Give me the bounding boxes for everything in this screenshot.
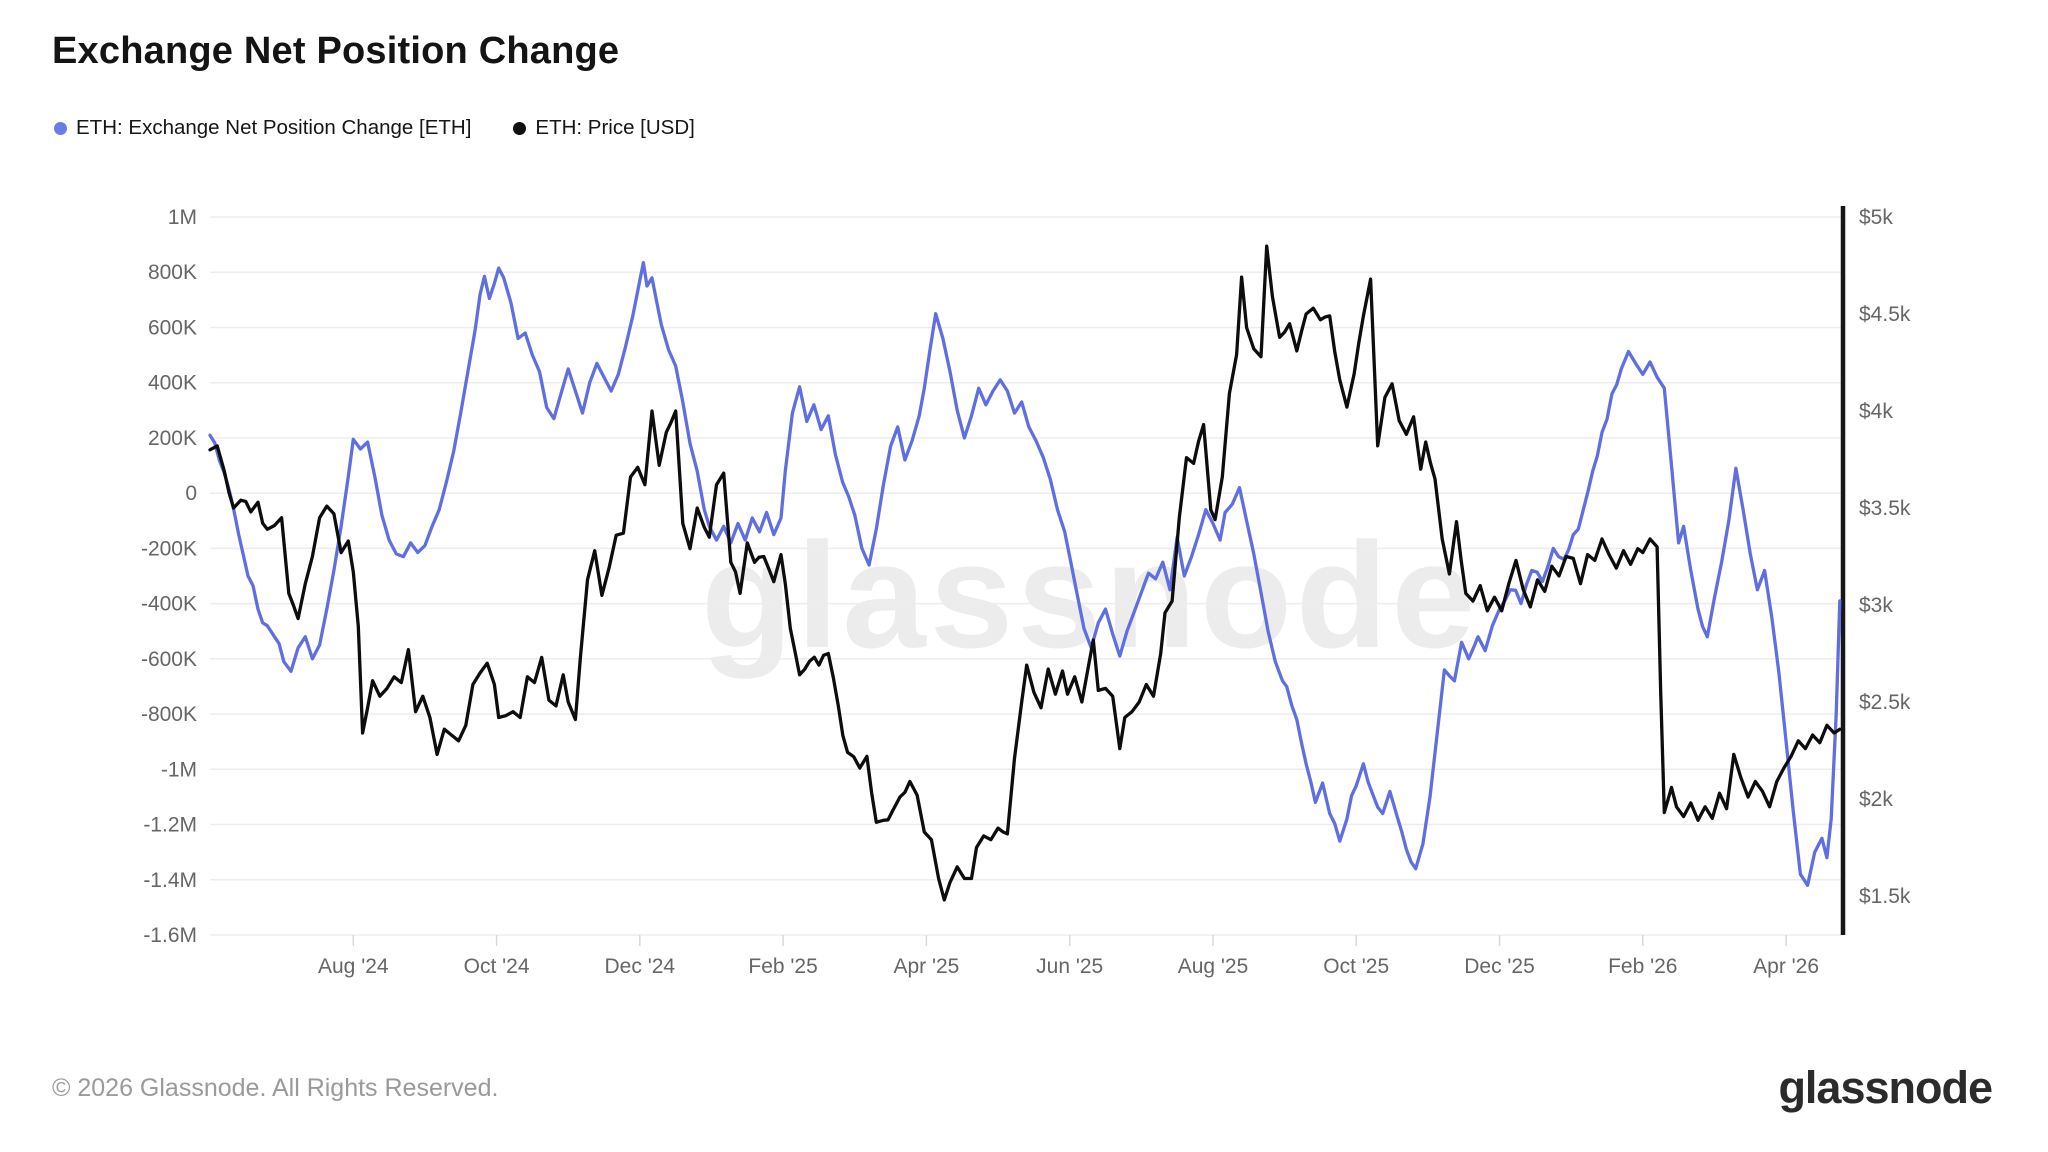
legend-item-price[interactable]: ETH: Price [USD] [513, 116, 695, 140]
y-left-tick-label: 400K [148, 372, 197, 395]
y-left-tick-label: -1M [161, 758, 197, 781]
legend-dot-price-icon [513, 121, 527, 135]
x-tick-label: Oct '24 [464, 955, 530, 978]
legend-label-price: ETH: Price [USD] [535, 116, 695, 139]
y-right-tick-label: $2k [1859, 788, 1893, 811]
y-left-tick-label: 600K [148, 317, 197, 340]
x-tick-label: Oct '25 [1323, 955, 1389, 978]
y-left-tick-label: -400K [141, 593, 197, 616]
series-price-line [208, 244, 1842, 902]
y-left-tick-label: -800K [141, 703, 197, 726]
y-left-tick-label: -600K [141, 648, 197, 671]
y-left-tick-label: 800K [148, 261, 197, 284]
y-right-tick-label: $5k [1859, 206, 1893, 229]
y-right-tick-label: $1.5k [1859, 885, 1911, 908]
y-left-tick-label: 0 [185, 482, 197, 505]
legend-dot-net-position-icon [54, 121, 67, 135]
x-tick-label: Feb '26 [1608, 955, 1677, 978]
y-left-tick-label: 200K [148, 427, 197, 450]
y-left-tick-label: 1M [168, 206, 197, 229]
y-right-tick-label: $2.5k [1859, 691, 1911, 714]
y-left-tick-label: -1.4M [143, 869, 197, 892]
legend: ETH: Exchange Net Position Change [ETH] … [54, 116, 695, 140]
y-left-tick-label: -1.2M [143, 814, 197, 837]
x-tick-label: Jun '25 [1036, 955, 1103, 978]
x-tick-label: Dec '24 [605, 955, 676, 978]
x-tick-label: Apr '26 [1753, 955, 1819, 978]
y-left-tick-label: -1.6M [143, 924, 197, 947]
page-title: Exchange Net Position Change [52, 30, 620, 72]
x-tick-label: Aug '24 [318, 955, 389, 978]
x-tick-label: Dec '25 [1464, 955, 1535, 978]
legend-label-net-position: ETH: Exchange Net Position Change [ETH] [76, 116, 472, 139]
copyright-text: © 2026 Glassnode. All Rights Reserved. [52, 1074, 499, 1102]
y-right-tick-label: $3k [1859, 594, 1893, 617]
y-right-tick-label: $3.5k [1859, 497, 1911, 520]
y-right-tick-label: $4k [1859, 400, 1893, 423]
legend-item-net-position-change[interactable]: ETH: Exchange Net Position Change [ETH] [54, 116, 471, 140]
x-tick-label: Aug '25 [1178, 955, 1249, 978]
x-tick-label: Apr '25 [893, 955, 959, 978]
x-tick-label: Feb '25 [748, 955, 817, 978]
y-left-tick-label: -200K [141, 537, 197, 560]
series-net-position-line [208, 260, 1842, 887]
glassnode-logo[interactable]: glassnode [1778, 1062, 1993, 1113]
y-right-tick-label: $4.5k [1859, 303, 1911, 326]
